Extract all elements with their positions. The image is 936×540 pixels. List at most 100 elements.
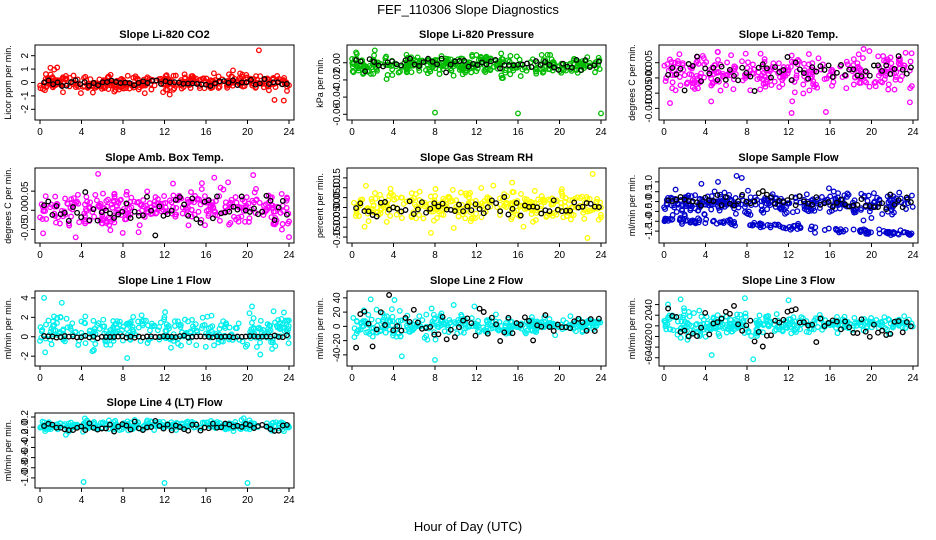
data-point [82, 73, 89, 80]
reference-point [435, 203, 442, 210]
data-point [860, 46, 867, 52]
reference-point [714, 319, 721, 326]
reference-point [524, 60, 530, 67]
reference-point [443, 336, 450, 343]
reference-point [796, 66, 803, 73]
points-group [37, 47, 292, 104]
data-point [685, 192, 692, 199]
data-point [686, 313, 693, 320]
data-point [830, 188, 837, 195]
data-point [68, 213, 75, 220]
data-point [420, 215, 427, 222]
reference-point [681, 327, 688, 334]
reference-point [560, 60, 566, 67]
data-point [96, 202, 103, 209]
data-point [371, 52, 378, 59]
data-point [661, 62, 668, 69]
reference-point [899, 204, 906, 211]
data-point [708, 206, 715, 213]
data-point [416, 188, 423, 195]
outlier-point [161, 480, 168, 486]
panel-4: Slope Amb. Box Temp. 0 4 8 12 16 20 24 0.050.00-… [3, 152, 295, 261]
data-point [897, 77, 904, 83]
reference-point [78, 423, 85, 430]
reference-point [115, 423, 122, 430]
data-point [193, 342, 200, 349]
data-point [551, 209, 558, 216]
data-point [89, 348, 96, 355]
reference-point [891, 66, 898, 72]
data-point [496, 326, 503, 333]
x-tick-label: 12 [471, 127, 483, 138]
data-point [216, 193, 223, 200]
x-tick-label: 24 [907, 373, 919, 384]
data-point [110, 326, 117, 332]
data-point [866, 318, 873, 325]
data-point [715, 56, 721, 63]
reference-point [488, 197, 495, 204]
data-point [794, 222, 801, 229]
data-point [357, 196, 364, 203]
x-tick-label: 16 [200, 127, 212, 138]
reference-point [579, 203, 586, 210]
data-point [703, 59, 710, 66]
figure-title: FEF_110306 Slope Diagnostics [377, 2, 559, 17]
reference-point [583, 327, 590, 334]
data-point [793, 198, 800, 205]
data-point [355, 65, 362, 72]
reference-point [238, 423, 245, 430]
outlier-point [398, 353, 405, 360]
data-point [62, 76, 69, 83]
reference-point [517, 212, 524, 219]
reference-point [366, 56, 373, 63]
data-point [135, 86, 142, 93]
data-point [894, 230, 901, 237]
data-point [59, 327, 66, 334]
data-point [396, 307, 403, 314]
data-point [764, 197, 771, 204]
data-point [130, 313, 137, 320]
y-tick-label: -0.010 [644, 94, 655, 123]
reference-point [152, 232, 159, 239]
reference-point [65, 217, 72, 224]
data-point [408, 190, 415, 197]
data-point [728, 317, 735, 323]
data-point [791, 89, 798, 96]
data-point [834, 330, 841, 337]
data-point [460, 329, 467, 336]
panel-title: Slope Line 2 Flow [430, 275, 523, 287]
data-point [863, 229, 870, 236]
data-point [123, 188, 130, 195]
reference-point [156, 203, 163, 210]
data-point [250, 315, 257, 322]
data-point [782, 210, 788, 217]
data-point [855, 51, 862, 58]
data-point [383, 313, 390, 320]
x-tick-label: 0 [37, 495, 43, 506]
data-point [562, 195, 569, 201]
data-point [138, 312, 145, 319]
reference-point [694, 53, 700, 60]
outlier-point [906, 99, 913, 106]
data-point [369, 333, 376, 340]
y-tick-label: 1 [20, 66, 31, 72]
data-point [162, 75, 169, 82]
y-axis-label: ml/min per min. [627, 298, 637, 360]
reference-point [431, 200, 438, 207]
data-point [93, 197, 100, 204]
y-tick-label: 0.2 [20, 410, 31, 424]
data-point [123, 191, 130, 198]
reference-point [895, 318, 902, 325]
data-point [408, 69, 415, 76]
x-tick-label: 24 [283, 373, 295, 384]
reference-point [796, 193, 803, 200]
reference-point [435, 331, 442, 338]
reference-point [825, 199, 832, 206]
reference-point [398, 62, 405, 69]
reference-point [434, 61, 441, 68]
data-point [863, 325, 870, 332]
data-point [107, 341, 114, 348]
data-point [696, 307, 703, 314]
data-point [843, 58, 850, 65]
reference-point [107, 210, 113, 217]
